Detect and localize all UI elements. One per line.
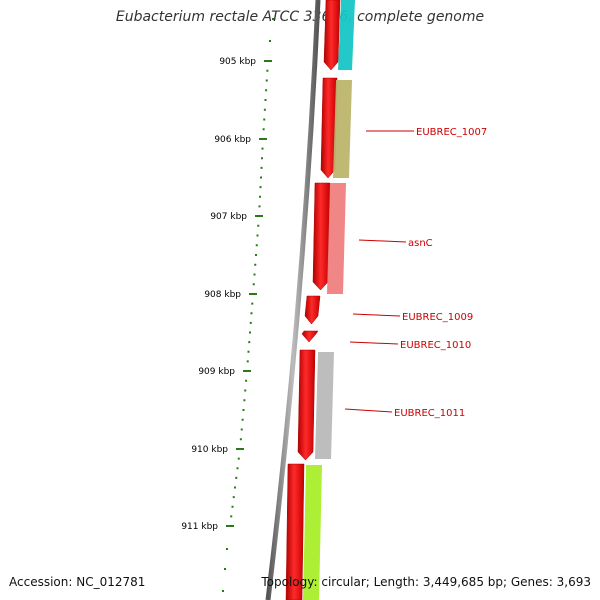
- minor-tick: [249, 331, 251, 334]
- gene-block: [303, 465, 322, 600]
- minor-tick: [231, 505, 234, 508]
- minor-tick: [243, 399, 246, 402]
- gene-block: [327, 183, 346, 294]
- minor-tick: [256, 234, 259, 237]
- tick-label: 911 kbp: [181, 522, 218, 532]
- major-tick: [236, 448, 244, 450]
- label-leader-line: [349, 341, 399, 345]
- minor-tick: [257, 224, 260, 227]
- minor-tick: [260, 166, 263, 169]
- minor-tick: [260, 176, 262, 179]
- gene-label: EUBREC_1011: [394, 408, 465, 419]
- minor-tick: [253, 273, 256, 276]
- forward-gene: [323, 0, 341, 71]
- minor-tick: [252, 283, 255, 286]
- scale-ticks: 905 kbp 906 kbp 907 kbp 908 kbp 909 kbp 910 k…: [181, 18, 274, 592]
- minor-tick: [265, 79, 268, 82]
- minor-tick: [236, 467, 239, 470]
- map-title: Eubacterium rectale ATCC 33656, complete…: [115, 9, 485, 25]
- minor-tick: [230, 515, 233, 518]
- gene-label: EUBREC_1009: [402, 312, 473, 323]
- major-tick: [259, 138, 267, 140]
- minor-tick: [264, 99, 267, 101]
- minor-tick: [247, 350, 250, 353]
- minor-tick: [249, 321, 252, 324]
- minor-tick: [269, 40, 271, 42]
- minor-tick: [245, 379, 248, 382]
- genome-backbone: [265, 0, 321, 600]
- forward-gene: [312, 182, 331, 291]
- gene-label: EUBREC_1010: [400, 340, 471, 351]
- accession-text: Accession: NC_012781: [9, 575, 146, 589]
- tick-label: 908 kbp: [204, 290, 241, 300]
- label-leader-line: [358, 239, 407, 243]
- label-leader-line: [352, 313, 401, 317]
- forward-genes: [285, 0, 341, 600]
- minor-tick: [262, 128, 265, 131]
- major-tick: [264, 60, 272, 62]
- minor-tick: [259, 195, 261, 198]
- minor-tick: [234, 486, 236, 489]
- minor-tick: [258, 205, 261, 208]
- minor-tick: [244, 389, 247, 392]
- major-tick: [226, 525, 234, 527]
- minor-tick: [224, 568, 226, 570]
- minor-tick: [272, 18, 274, 20]
- minor-tick: [242, 409, 245, 411]
- minor-tick: [261, 147, 264, 150]
- forward-gene: [301, 330, 319, 343]
- gene-block: [315, 352, 334, 459]
- tick-label: 906 kbp: [214, 135, 251, 145]
- tick-label: 910 kbp: [191, 445, 228, 455]
- gene-block: [333, 80, 352, 178]
- major-tick: [249, 293, 257, 295]
- minor-tick: [222, 590, 224, 592]
- minor-tick: [265, 89, 268, 92]
- minor-tick: [263, 118, 266, 121]
- minor-tick: [248, 341, 251, 344]
- gene-label: asnC: [408, 238, 433, 249]
- gene-labels: EUBREC_1007 asnC EUBREC_1009 EUBREC_1010 EUB…: [344, 127, 487, 419]
- gene-block: [338, 0, 355, 70]
- minor-tick: [235, 476, 238, 479]
- minor-tick: [263, 108, 266, 111]
- minor-tick: [255, 254, 257, 256]
- minor-tick: [246, 360, 249, 363]
- minor-tick: [239, 438, 242, 441]
- backbone-line: [265, 0, 321, 600]
- reverse-genes: [303, 0, 355, 600]
- forward-gene: [285, 463, 305, 600]
- minor-tick: [226, 548, 228, 550]
- minor-tick: [259, 186, 262, 189]
- forward-gene: [320, 77, 338, 179]
- forward-gene: [297, 349, 316, 461]
- minor-tick: [254, 263, 257, 266]
- forward-gene: [304, 295, 321, 325]
- tick-label: 907 kbp: [210, 212, 247, 222]
- minor-tick: [237, 457, 240, 460]
- minor-tick: [251, 302, 254, 305]
- genome-summary-text: Topology: circular; Length: 3,449,685 bp…: [261, 575, 591, 589]
- tick-label: 909 kbp: [198, 367, 235, 377]
- tick-label: 905 kbp: [219, 57, 256, 67]
- minor-tick: [250, 312, 253, 315]
- major-tick: [243, 370, 251, 372]
- label-leader-line: [344, 408, 393, 413]
- minor-tick: [241, 418, 244, 421]
- minor-tick: [266, 69, 269, 72]
- major-tick: [255, 215, 263, 217]
- minor-tick: [255, 244, 258, 247]
- minor-tick: [261, 157, 263, 160]
- minor-tick: [232, 496, 235, 499]
- gene-label: EUBREC_1007: [416, 127, 487, 138]
- minor-tick: [240, 428, 243, 431]
